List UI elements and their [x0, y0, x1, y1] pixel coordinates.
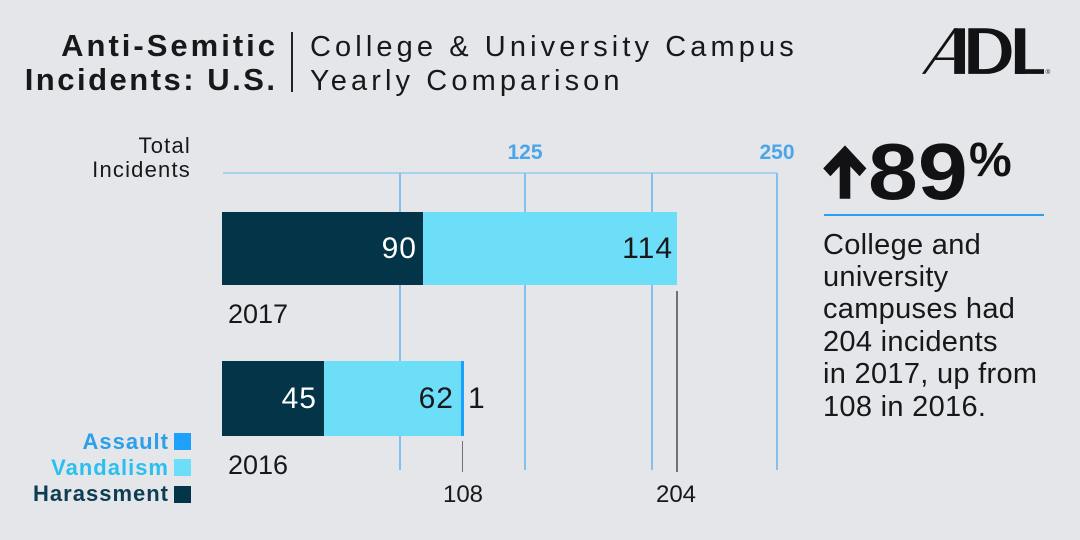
svg-text:®: ® — [1046, 68, 1051, 75]
